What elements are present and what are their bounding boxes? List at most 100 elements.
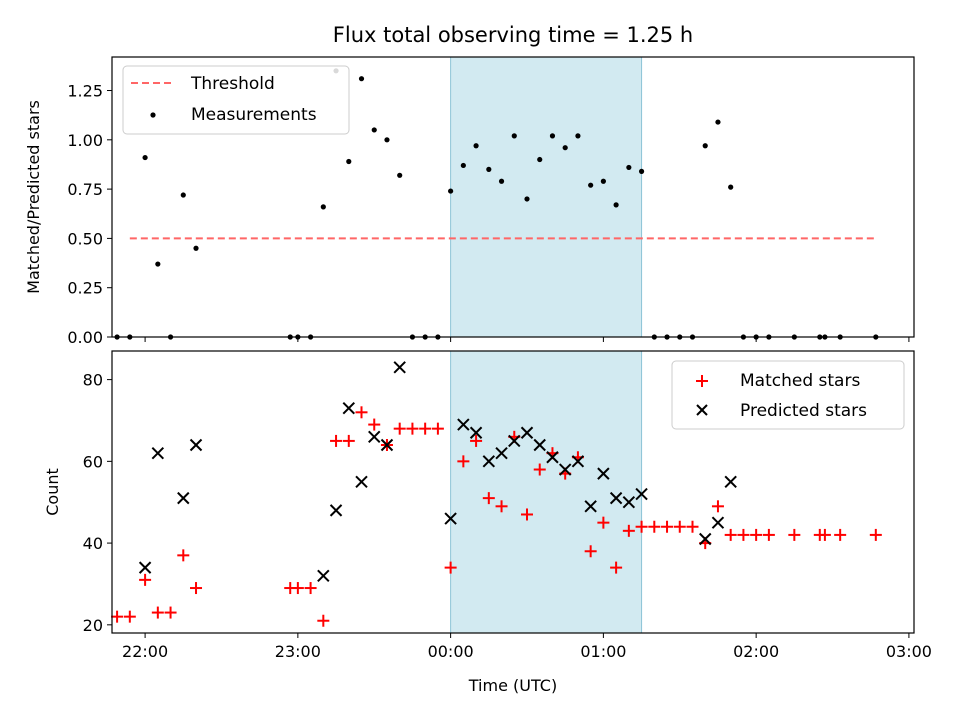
matched-star-point	[533, 463, 546, 476]
matched-star-point	[444, 561, 457, 574]
top-y-tick-label: 0.75	[67, 180, 103, 199]
predicted-star-point	[355, 475, 368, 488]
matched-star-point	[431, 422, 444, 435]
x-tick-label: 23:00	[275, 642, 321, 661]
predicted-star-point	[151, 446, 165, 460]
matched-star-point	[648, 520, 661, 533]
matched-star-point	[834, 528, 847, 541]
matched-star-point	[291, 582, 304, 595]
predicted-star-point	[584, 500, 597, 513]
legend-threshold-label: Threshold	[190, 74, 275, 94]
matched-star-point	[406, 422, 419, 435]
measurement-point	[193, 245, 199, 251]
measurement-point	[588, 182, 594, 188]
bottom-legend-box	[671, 360, 905, 430]
matched-star-point	[711, 500, 724, 513]
x-tick-label: 02:00	[733, 642, 779, 661]
matched-star-point	[304, 582, 317, 595]
legend-predicted-label: Predicted stars	[740, 401, 867, 421]
measurement-point	[486, 166, 492, 172]
predicted-star-point	[368, 430, 381, 444]
measurement-point	[460, 162, 466, 169]
predicted-star-point	[558, 463, 572, 476]
predicted-star-point	[380, 438, 394, 452]
predicted-star-point	[622, 496, 636, 509]
predicted-star-point	[546, 451, 559, 464]
measurement-point	[155, 261, 161, 267]
matched-star-point	[818, 528, 831, 541]
bottom-y-tick-label: 40	[83, 534, 103, 553]
matched-star-point	[111, 610, 124, 623]
measurement-point	[448, 188, 454, 194]
matched-star-point	[584, 545, 597, 558]
top-axes-frame	[111, 56, 915, 338]
measurement-point	[358, 76, 365, 82]
bottom-y-axis-label: Count	[43, 468, 62, 516]
predicted-star-point	[635, 487, 648, 501]
measurement-point	[180, 192, 186, 198]
measurement-point	[715, 119, 721, 125]
matched-star-point	[869, 528, 882, 541]
predicted-star-point	[495, 446, 508, 460]
bottom-highlight-span	[450, 350, 643, 634]
matched-star-point	[686, 520, 699, 533]
measurement-point	[320, 204, 326, 210]
predicted-star-point	[699, 532, 712, 546]
top-y-tick-label: 0.00	[67, 328, 103, 347]
matched-star-point	[750, 528, 763, 541]
predicted-star-point	[520, 426, 534, 439]
top-y-tick-label: 0.50	[67, 229, 103, 248]
measurement-point	[142, 154, 148, 161]
x-tick-label: 01:00	[580, 642, 626, 661]
predicted-star-point	[317, 569, 330, 582]
matched-star-point	[190, 582, 203, 595]
top-y-tick-label: 1.25	[67, 82, 103, 101]
top-legend-box	[122, 65, 350, 135]
measurement-point	[346, 158, 352, 165]
predicted-star-point	[597, 467, 610, 480]
measurement-point	[537, 156, 543, 163]
matched-star-point	[635, 520, 648, 533]
x-tick-label: 00:00	[428, 642, 474, 661]
predicted-star-point	[533, 438, 546, 452]
measurement-point	[626, 164, 632, 171]
predicted-star-point	[189, 438, 203, 452]
predicted-star-point	[711, 516, 725, 529]
measurement-point	[498, 178, 505, 184]
x-tick-label: 22:00	[122, 642, 168, 661]
measurement-point	[371, 127, 377, 133]
legend-predicted-swatch	[696, 404, 708, 416]
predicted-star-point	[329, 504, 343, 517]
bottom-axes-frame	[111, 350, 915, 634]
matched-star-point	[724, 528, 737, 541]
predicted-star-point	[444, 512, 457, 525]
measurement-point	[511, 133, 517, 139]
measurement-point	[638, 168, 645, 174]
measurement-point	[600, 178, 606, 184]
top-y-tick-label: 1.00	[67, 131, 103, 150]
top-y-tick-label: 0.25	[67, 279, 103, 298]
predicted-star-point	[138, 561, 152, 574]
bottom-y-tick-label: 20	[83, 616, 103, 635]
legend-matched-swatch	[696, 375, 708, 387]
predicted-star-point	[469, 426, 483, 439]
x-axis-label: Time (UTC)	[468, 676, 557, 695]
x-tick-label: 03:00	[886, 642, 932, 661]
matched-star-point	[355, 406, 368, 419]
predicted-star-point	[609, 491, 623, 505]
matched-star-point	[622, 524, 635, 537]
top-y-axis-label: Matched/Predicted stars	[24, 100, 43, 294]
matched-star-point	[470, 434, 483, 447]
legend-matched-label: Matched stars	[740, 371, 860, 391]
matched-star-point	[495, 500, 508, 513]
predicted-star-point	[342, 402, 355, 415]
matched-star-point	[597, 516, 610, 529]
matched-star-point	[521, 508, 534, 521]
measurement-point	[702, 143, 708, 149]
measurement-point	[384, 137, 390, 143]
matched-star-point	[762, 528, 775, 541]
bottom-y-tick-label: 80	[83, 371, 103, 390]
chart-title: Flux total observing time = 1.25 h	[333, 23, 693, 47]
measurement-point	[613, 202, 619, 208]
